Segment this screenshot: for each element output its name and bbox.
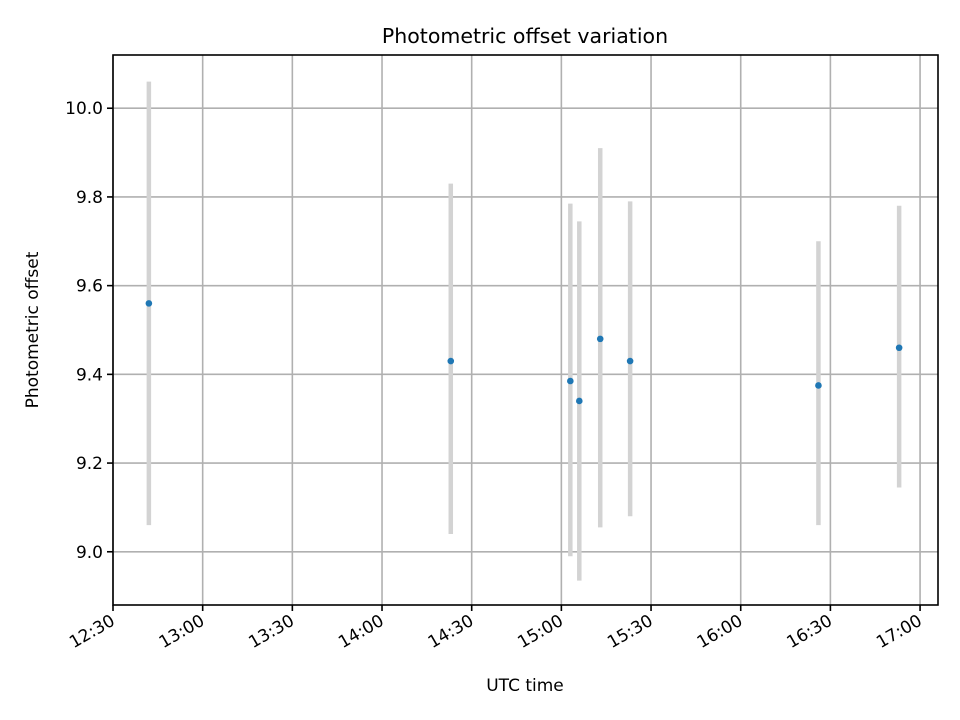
plot-frame [112,54,939,606]
x-tick-label: 17:00 [873,611,925,653]
y-axis-label: Photometric offset [23,251,43,408]
data-points [145,300,903,405]
x-tick-label: 12:30 [66,611,118,653]
grid [112,55,938,605]
chart-title: Photometric offset variation [382,24,668,48]
data-point [567,377,574,385]
y-tick-label: 9.4 [76,365,103,385]
x-tick-label: 13:00 [156,611,208,653]
x-tick-label: 16:00 [694,611,746,653]
x-tick-label: 16:30 [783,611,835,653]
data-point [145,300,153,307]
y-axis-ticks: 9.0 9.2 9.4 9.6 9.8 10.0 [65,99,113,563]
data-point [895,344,903,352]
y-tick-label: 9.0 [76,543,103,563]
y-tick-label: 10.0 [65,99,103,119]
x-tick-label: 13:30 [245,611,297,653]
x-tick-label: 15:30 [604,611,656,653]
data-point [447,357,455,365]
y-tick-label: 9.2 [76,454,103,474]
data-point [815,382,822,389]
data-point [596,335,604,343]
data-point [576,397,583,405]
x-tick-label: 14:30 [425,611,477,653]
x-tick-label: 15:00 [514,611,566,653]
y-tick-label: 9.6 [76,277,103,297]
x-axis-ticks: 12:30 13:00 13:30 14:00 14:30 15:00 15:30 16:00… [66,605,926,653]
error-bars [146,81,902,581]
y-tick-label: 9.8 [76,188,103,208]
x-tick-label: 14:00 [335,611,387,653]
x-axis-label: UTC time [486,676,564,696]
data-point [626,357,634,365]
